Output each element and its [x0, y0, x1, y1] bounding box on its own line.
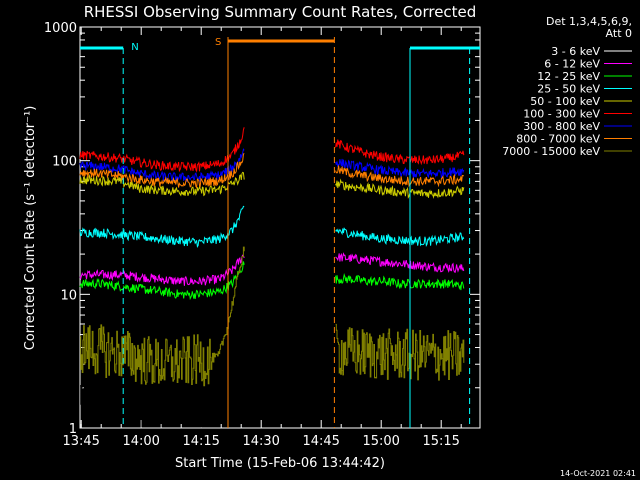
y-tick-label: 1	[69, 422, 77, 437]
saa-label: S	[215, 37, 221, 48]
plot-frame	[79, 26, 481, 429]
series-line	[79, 205, 245, 248]
x-tick-label: 15:15	[422, 434, 459, 449]
series-line	[80, 282, 245, 428]
legend-entry-label: 3 - 6 keV	[551, 45, 600, 58]
series-line	[80, 246, 245, 387]
series-line	[335, 178, 465, 199]
series-line	[335, 262, 465, 366]
series-line	[335, 323, 465, 381]
legend-entry-label: 100 - 300 keV	[523, 108, 600, 121]
legend-entry-label: 25 - 50 keV	[537, 83, 600, 96]
legend-entry-label: 7000 - 15000 keV	[502, 145, 600, 158]
x-tick-label: 14:45	[302, 434, 339, 449]
series-line	[335, 273, 465, 291]
x-tick-label: 14:00	[122, 434, 159, 449]
series-layer	[79, 127, 465, 428]
series-line	[79, 153, 245, 189]
series-line	[335, 227, 465, 247]
legend-entry-label: 800 - 7000 keV	[516, 133, 600, 146]
x-tick-label: 13:45	[62, 434, 99, 449]
x-tick-label: 14:30	[242, 434, 279, 449]
series-line	[79, 171, 245, 197]
series-line	[79, 261, 245, 301]
legend-entry-label: 12 - 25 keV	[537, 70, 600, 83]
footer-timestamp: 14-Oct-2021 02:41	[560, 469, 636, 478]
series-line	[335, 139, 465, 166]
legend-subtitle: Att 0	[606, 27, 632, 40]
x-tick-label: 15:00	[362, 434, 399, 449]
series-line	[335, 158, 465, 179]
y-tick-label: 10	[60, 288, 77, 303]
legend-entry-label: 300 - 800 keV	[523, 120, 600, 133]
x-tick-label: 14:15	[182, 434, 219, 449]
chart-title: RHESSI Observing Summary Count Rates, Co…	[84, 3, 477, 21]
legend-entry-label: 6 - 12 keV	[544, 58, 600, 71]
series-line	[79, 254, 245, 286]
series-line	[335, 252, 465, 274]
y-axis-label: Corrected Count Rate (s⁻¹ detector⁻¹)	[23, 106, 38, 351]
series-line	[79, 127, 245, 173]
x-axis-label: Start Time (15-Feb-06 13:44:42)	[175, 456, 385, 471]
legend-entry-label: 50 - 100 keV	[530, 95, 600, 108]
plot-axes: 13:45 14:00 14:15 14:30 14:45 15:00 15:15 1 10 10…	[44, 21, 481, 449]
y-tick-label: 100	[52, 155, 77, 170]
y-tick-label: 1000	[44, 21, 77, 36]
night-label: N	[131, 42, 138, 53]
series-line	[335, 165, 465, 188]
legend-title: Det 1,3,4,5,6,9,	[546, 15, 632, 28]
